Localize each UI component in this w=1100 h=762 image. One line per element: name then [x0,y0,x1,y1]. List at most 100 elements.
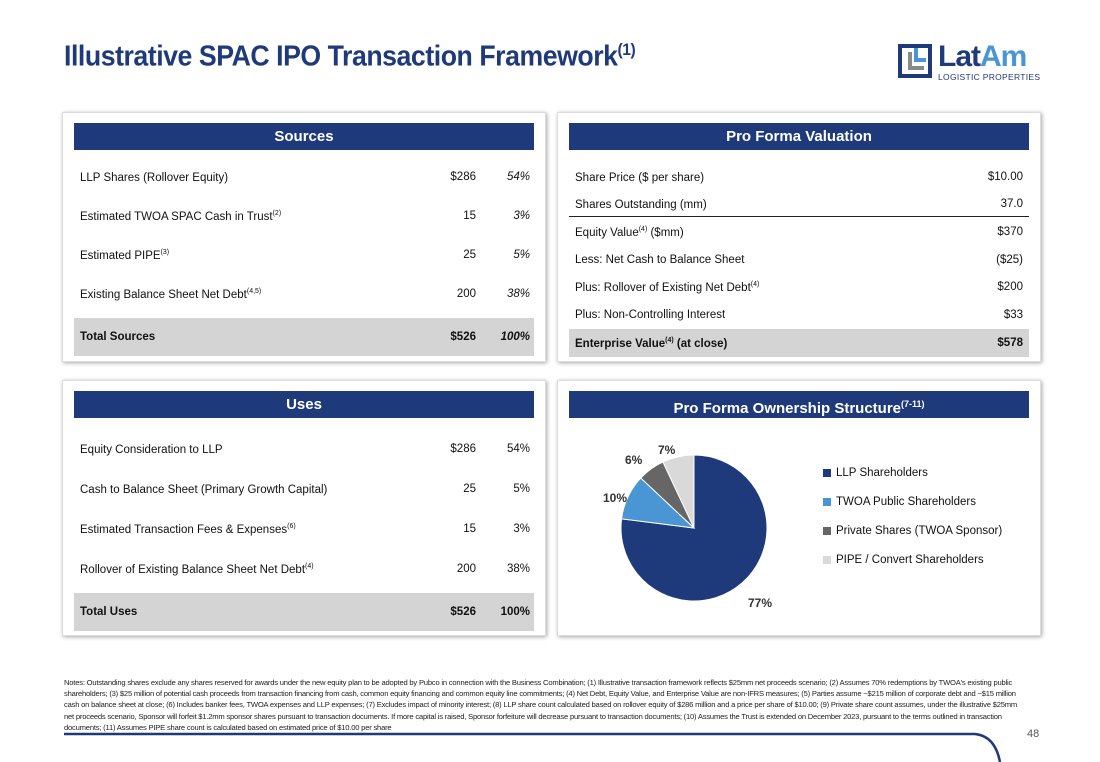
page-number: 48 [1027,728,1040,740]
table-row: Equity Consideration to LLP $286 54% [74,437,534,461]
row-label: LLP Shares (Rollover Equity) [74,171,406,184]
row-value: $370 [997,226,1023,238]
table-row: Rollover of Existing Balance Sheet Net D… [74,557,534,581]
logo-mark-icon [898,44,932,78]
sources-panel: Sources LLP Shares (Rollover Equity) $286… [62,112,546,362]
row-label: Estimated Transaction Fees & Expenses(6) [74,523,406,536]
pie-data-label: 6% [625,453,643,467]
footnote-ref: (4) [750,280,760,288]
footnote-ref: (3) [160,248,170,256]
legend-item: PIPE / Convert Shareholders [823,554,984,566]
row-percent: 5% [513,483,530,495]
row-value: $526 [450,331,476,343]
label-suffix: ($mm) [647,226,684,239]
table-row: Existing Balance Sheet Net Debt(4,5) 200 3… [74,282,534,306]
row-percent: 54% [506,171,530,183]
row-value: $200 [997,281,1023,293]
label-text: Enterprise Value [575,337,666,350]
legend-swatch [823,556,831,564]
valuation-header: Pro Forma Valuation [569,123,1029,150]
row-value: $10.00 [987,171,1023,183]
table-row: Estimated TWOA SPAC Cash in Trust(2) 15 3% [74,204,534,228]
total-row: Total Uses $526 100% [74,593,534,631]
label-text: Equity Value [575,226,639,239]
label-text: Rollover of Existing Balance Sheet Net D… [80,563,306,576]
footnote-ref: (4) [305,562,314,570]
label-text: Plus: Non-Controlling Interest [575,308,726,321]
label-text: Estimated TWOA SPAC Cash in Trust [80,210,273,223]
ownership-header: Pro Forma Ownership Structure(7-11) [569,391,1029,418]
row-value: $286 [450,171,476,183]
label-text: Total Uses [80,606,138,618]
row-value: $33 [1003,308,1023,321]
total-row: Total Sources $526 100% [74,318,534,356]
row-value: 15 [463,523,476,535]
table-row: Cash to Balance Sheet (Primary Growth Ca… [74,477,534,501]
label-text: Estimated PIPE [80,249,161,262]
table-row: Shares Outstanding (mm) 37.0 [569,193,1029,217]
label-text: LLP Shares (Rollover Equity) [80,171,229,184]
row-label: Existing Balance Sheet Net Debt(4,5) [74,288,406,301]
legend-label: PIPE / Convert Shareholders [836,554,984,566]
legend-swatch [823,469,831,477]
legend-item: TWOA Public Shareholders [823,496,976,508]
table-row: Estimated Transaction Fees & Expenses(6)… [74,517,534,541]
label-suffix: (at close) [673,337,728,350]
row-percent: 38% [506,563,530,575]
label-text: Plus: Rollover of Existing Net Debt [575,281,751,294]
valuation-panel: Pro Forma Valuation Share Price ($ per s… [557,112,1041,362]
row-value: 200 [456,563,476,575]
row-label: Plus: Non-Controlling Interest [569,308,929,321]
row-percent: 5% [513,249,530,261]
row-label: Share Price ($ per share) [569,171,929,184]
label-text: Shares Outstanding (mm) [575,198,707,211]
row-label: Cash to Balance Sheet (Primary Growth Ca… [74,483,406,496]
row-value: ($25) [996,253,1023,266]
row-label: Estimated PIPE(3) [74,249,406,262]
label-text: Cash to Balance Sheet (Primary Growth Ca… [80,483,328,496]
table-row: Equity Value(4) ($mm) $370 [569,220,1029,244]
latam-logo: LatAm LOGISTIC PROPERTIES [898,40,1048,82]
label-text: Less: Net Cash to Balance Sheet [575,253,745,266]
footnote-ref: (6) [287,522,296,530]
row-value: 25 [463,249,476,261]
legend-swatch [823,498,831,506]
row-value: $526 [450,606,476,618]
row-percent: 3% [513,523,530,535]
legend-label: TWOA Public Shareholders [836,496,976,508]
total-row: Enterprise Value(4) (at close) $578 [569,329,1029,357]
legend-label: LLP Shareholders [836,467,928,479]
footnote-ref: (4) [638,225,648,233]
legend-label: Private Shares (TWOA Sponsor) [836,525,1003,537]
table-row: Plus: Non-Controlling Interest $33 [569,303,1029,327]
row-label: Total Sources [74,331,406,343]
row-label: Enterprise Value(4) (at close) [569,337,929,350]
row-percent: 3% [513,210,530,222]
pie-data-label: 10% [603,491,628,505]
label-text: Share Price ($ per share) [575,171,705,184]
table-row: LLP Shares (Rollover Equity) $286 54% [74,165,534,189]
row-label: Equity Value(4) ($mm) [569,226,929,239]
label-text: Total Sources [80,331,156,343]
row-label: Rollover of Existing Balance Sheet Net D… [74,563,406,576]
row-percent: 100% [500,331,530,343]
legend-swatch [823,527,831,535]
table-row: Share Price ($ per share) $10.00 [569,165,1029,189]
row-percent: 54% [506,443,530,455]
row-value: 15 [463,210,476,222]
row-label: Plus: Rollover of Existing Net Debt(4) [569,281,929,294]
row-label: Total Uses [74,606,406,618]
footnote-ref: (2) [272,209,282,217]
row-label: Estimated TWOA SPAC Cash in Trust(2) [74,210,406,223]
footnote-ref: (4) [665,336,674,344]
pie-data-label: 7% [658,443,676,457]
label-text: Existing Balance Sheet Net Debt [80,288,247,301]
row-label: Shares Outstanding (mm) [569,198,929,211]
pie-slice-3 [662,454,695,529]
sources-header: Sources [74,123,534,150]
pie-data-label: 77% [748,596,773,610]
row-value: $578 [997,337,1023,349]
footnotes: Notes: Outstanding shares exclude any sh… [64,678,1018,732]
table-row: Less: Net Cash to Balance Sheet ($25) [569,248,1029,272]
label-text: Equity Consideration to LLP [80,443,223,456]
